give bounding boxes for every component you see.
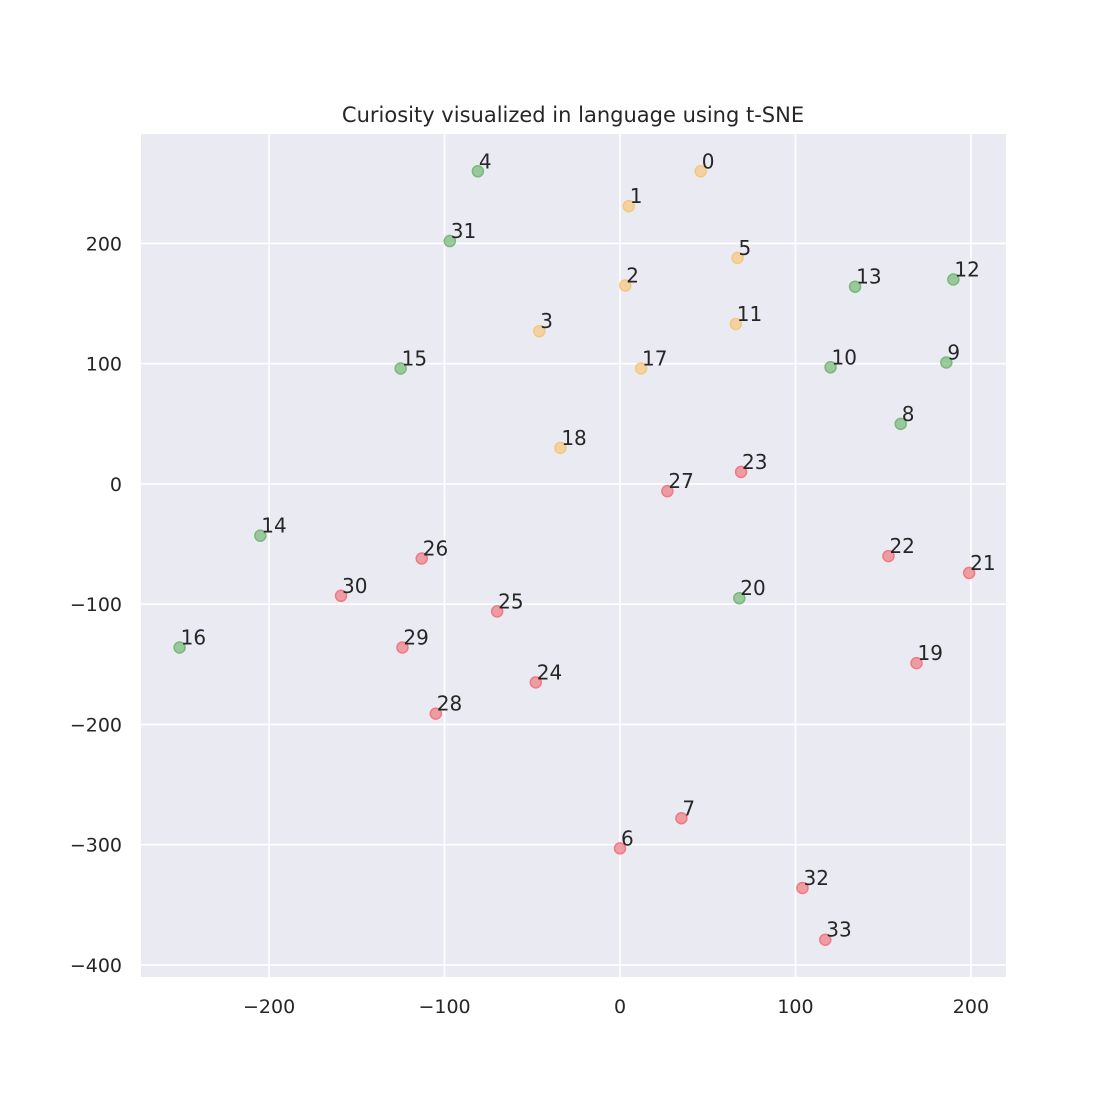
data-point-21 (962, 566, 976, 580)
data-point-2 (619, 279, 632, 292)
point-label-31: 31 (451, 219, 476, 243)
point-label-6: 6 (621, 826, 634, 850)
data-point-32 (796, 881, 809, 895)
y-tick-label: 200 (86, 233, 122, 255)
point-label-28: 28 (437, 692, 462, 716)
point-label-30: 30 (342, 574, 367, 598)
y-axis-ticks: −400 −300 −200 −100 0 100 200 (70, 233, 122, 977)
data-point-15 (394, 362, 407, 375)
y-tick-label: −200 (70, 714, 122, 736)
point-label-7: 7 (682, 796, 695, 820)
data-point-5 (731, 251, 744, 265)
point-label-2: 2 (626, 264, 639, 288)
point-label-23: 23 (742, 450, 767, 474)
y-tick-label: −100 (70, 594, 122, 616)
data-point-22 (882, 549, 895, 563)
data-point-10 (824, 361, 837, 374)
data-point-9 (940, 356, 953, 369)
data-point-4 (471, 165, 485, 178)
data-point-33 (819, 933, 832, 946)
point-label-15: 15 (402, 347, 427, 371)
point-label-11: 11 (737, 302, 762, 326)
point-label-1: 1 (630, 184, 643, 208)
point-label-27: 27 (668, 469, 693, 493)
point-label-8: 8 (902, 402, 915, 426)
data-point-0 (694, 165, 707, 178)
plot-area (141, 134, 1006, 977)
x-axis-ticks: −200 −100 0 100 200 (243, 996, 989, 1018)
data-point-19 (910, 656, 923, 670)
x-tick-label: 100 (777, 996, 813, 1018)
data-point-30 (334, 589, 348, 603)
data-point-17 (634, 362, 648, 375)
data-point-12 (947, 273, 960, 286)
data-point-3 (533, 324, 546, 338)
x-tick-label: 200 (953, 996, 989, 1018)
y-tick-label: −400 (70, 955, 122, 977)
data-point-16 (173, 641, 186, 654)
data-point-20 (733, 591, 746, 605)
point-label-5: 5 (739, 236, 752, 260)
data-point-7 (675, 812, 688, 825)
data-point-14 (254, 529, 267, 542)
data-point-27 (661, 484, 674, 498)
point-labels: 0123456789101112131415161718192021222324… (181, 149, 996, 941)
point-label-21: 21 (970, 551, 995, 575)
point-label-12: 12 (954, 258, 979, 282)
data-point-1 (622, 199, 636, 213)
data-point-6 (613, 842, 627, 855)
x-tick-label: −100 (418, 996, 470, 1018)
point-label-19: 19 (918, 641, 943, 665)
point-label-24: 24 (537, 660, 562, 684)
point-label-20: 20 (740, 576, 765, 600)
point-label-29: 29 (403, 625, 428, 649)
data-point-8 (894, 417, 907, 431)
data-point-29 (396, 641, 409, 654)
y-tick-label: 0 (110, 474, 122, 496)
data-point-24 (529, 676, 543, 689)
point-label-17: 17 (642, 347, 667, 371)
point-label-33: 33 (826, 918, 851, 942)
data-point-11 (729, 317, 743, 331)
point-label-14: 14 (261, 514, 286, 538)
point-label-3: 3 (540, 309, 553, 333)
point-label-9: 9 (947, 340, 960, 364)
data-point-25 (490, 605, 504, 618)
point-label-18: 18 (561, 426, 586, 450)
y-tick-label: 100 (86, 354, 122, 376)
point-label-26: 26 (423, 537, 448, 561)
data-point-28 (429, 707, 443, 720)
data-point-26 (415, 552, 428, 565)
data-points (173, 165, 976, 946)
data-point-18 (554, 441, 567, 455)
point-label-13: 13 (856, 265, 881, 289)
data-point-13 (848, 280, 862, 293)
point-label-0: 0 (702, 149, 715, 173)
chart-title: Curiosity visualized in language using t… (342, 103, 804, 127)
point-label-10: 10 (832, 345, 857, 369)
point-label-16: 16 (181, 625, 206, 649)
x-tick-label: 0 (614, 996, 626, 1018)
data-point-23 (734, 465, 748, 479)
point-label-32: 32 (803, 866, 828, 890)
point-label-25: 25 (498, 589, 523, 613)
point-label-22: 22 (889, 534, 914, 558)
x-tick-label: −200 (243, 996, 295, 1018)
y-tick-label: −300 (70, 835, 122, 857)
point-label-4: 4 (479, 149, 492, 173)
data-point-31 (443, 234, 457, 248)
grid-lines (141, 134, 1006, 977)
